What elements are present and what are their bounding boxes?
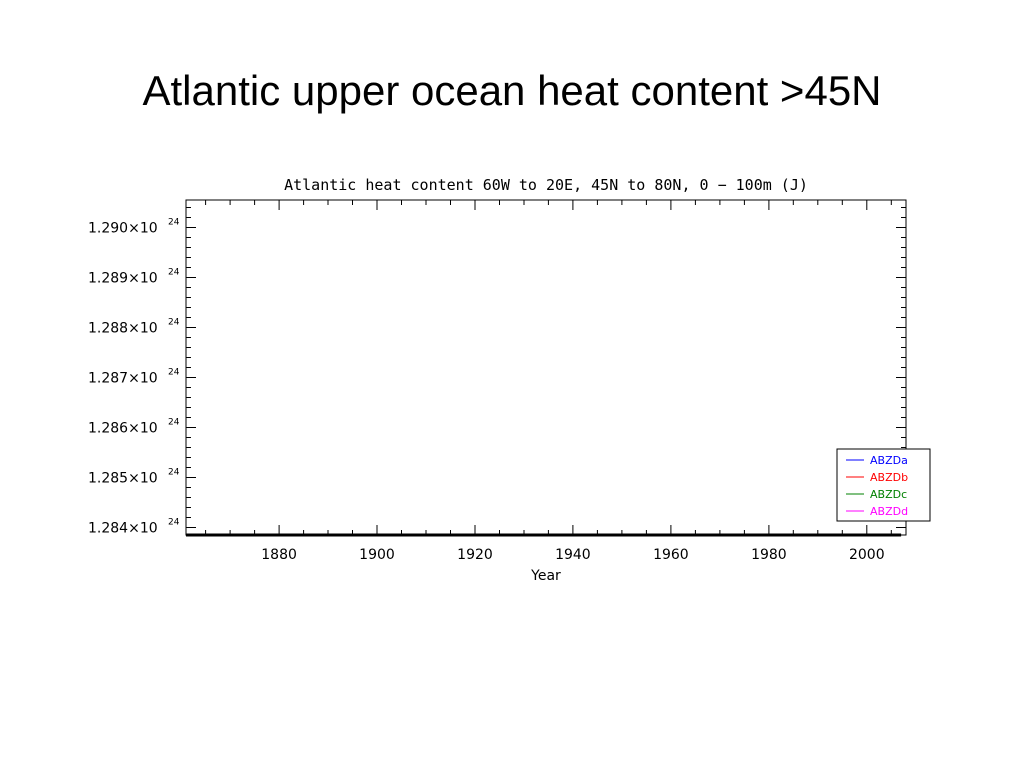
y-tick-mantissa: 1.285×10 xyxy=(88,471,158,487)
x-tick-label: 2000 xyxy=(849,547,885,563)
y-tick-value: 1.287 xyxy=(88,371,128,387)
y-tick-base: ×10 xyxy=(128,321,158,337)
legend-label-abzdc: ABZDc xyxy=(870,488,907,501)
legend-label-abzda: ABZDa xyxy=(870,454,908,467)
y-tick-value: 1.286 xyxy=(88,421,128,437)
y-tick-mantissa: 1.290×10 xyxy=(88,221,158,237)
x-tick-label: 1920 xyxy=(457,547,493,563)
y-tick-mantissa: 1.284×10 xyxy=(88,521,158,537)
legend: ABZDa ABZDb ABZDc ABZDd xyxy=(836,448,931,522)
y-tick-exponent: 24 xyxy=(168,368,180,378)
slide-title: Atlantic upper ocean heat content >45N xyxy=(142,67,882,114)
x-tick-label: 1880 xyxy=(261,547,297,563)
legend-label-abzdd: ABZDd xyxy=(870,505,908,518)
y-tick-value: 1.285 xyxy=(88,471,128,487)
y-tick-label: 1.287×10 24 xyxy=(88,368,180,387)
x-tick-label: 1960 xyxy=(653,547,689,563)
y-tick-value: 1.288 xyxy=(88,321,128,337)
y-tick-label: 1.289×10 24 xyxy=(88,268,180,287)
x-axis-label: Year xyxy=(530,568,561,584)
y-tick-exponent: 24 xyxy=(168,268,180,278)
y-tick-exponent: 24 xyxy=(168,518,180,528)
y-tick-base: ×10 xyxy=(128,471,158,487)
y-tick-mantissa: 1.286×10 xyxy=(88,421,158,437)
y-tick-value: 1.284 xyxy=(88,521,128,537)
legend-label-abzdb: ABZDb xyxy=(870,471,908,484)
y-tick-base: ×10 xyxy=(128,521,158,537)
chart-title: Atlantic heat content 60W to 20E, 45N to… xyxy=(284,176,808,194)
y-tick-exponent: 24 xyxy=(168,218,180,228)
y-tick-label: 1.286×10 24 xyxy=(88,418,180,437)
y-tick-exponent: 24 xyxy=(168,418,180,428)
y-axis: 1.284×10 241.285×10 241.286×10 241.287×10 24… xyxy=(88,207,906,537)
y-tick-value: 1.289 xyxy=(88,271,128,287)
y-tick-base: ×10 xyxy=(128,371,158,387)
y-tick-base: ×10 xyxy=(128,421,158,437)
y-tick-value: 1.290 xyxy=(88,221,128,237)
x-tick-label: 1900 xyxy=(359,547,395,563)
plot-frame xyxy=(185,199,907,536)
y-tick-exponent: 24 xyxy=(168,318,180,328)
y-tick-label: 1.285×10 24 xyxy=(88,468,180,487)
y-tick-mantissa: 1.289×10 xyxy=(88,271,158,287)
x-tick-label: 1940 xyxy=(555,547,591,563)
y-tick-mantissa: 1.287×10 xyxy=(88,371,158,387)
x-axis: 1880 1900 1920 1940 1960 1980 2000 xyxy=(205,200,892,563)
y-tick-label: 1.290×10 24 xyxy=(88,218,180,237)
y-tick-base: ×10 xyxy=(128,221,158,237)
y-tick-mantissa: 1.288×10 xyxy=(88,321,158,337)
y-tick-label: 1.288×10 24 xyxy=(88,318,180,337)
x-tick-label: 1980 xyxy=(751,547,787,563)
y-tick-exponent: 24 xyxy=(168,468,180,478)
legend-box xyxy=(836,448,931,522)
y-tick-base: ×10 xyxy=(128,271,158,287)
y-tick-label: 1.284×10 24 xyxy=(88,518,180,537)
